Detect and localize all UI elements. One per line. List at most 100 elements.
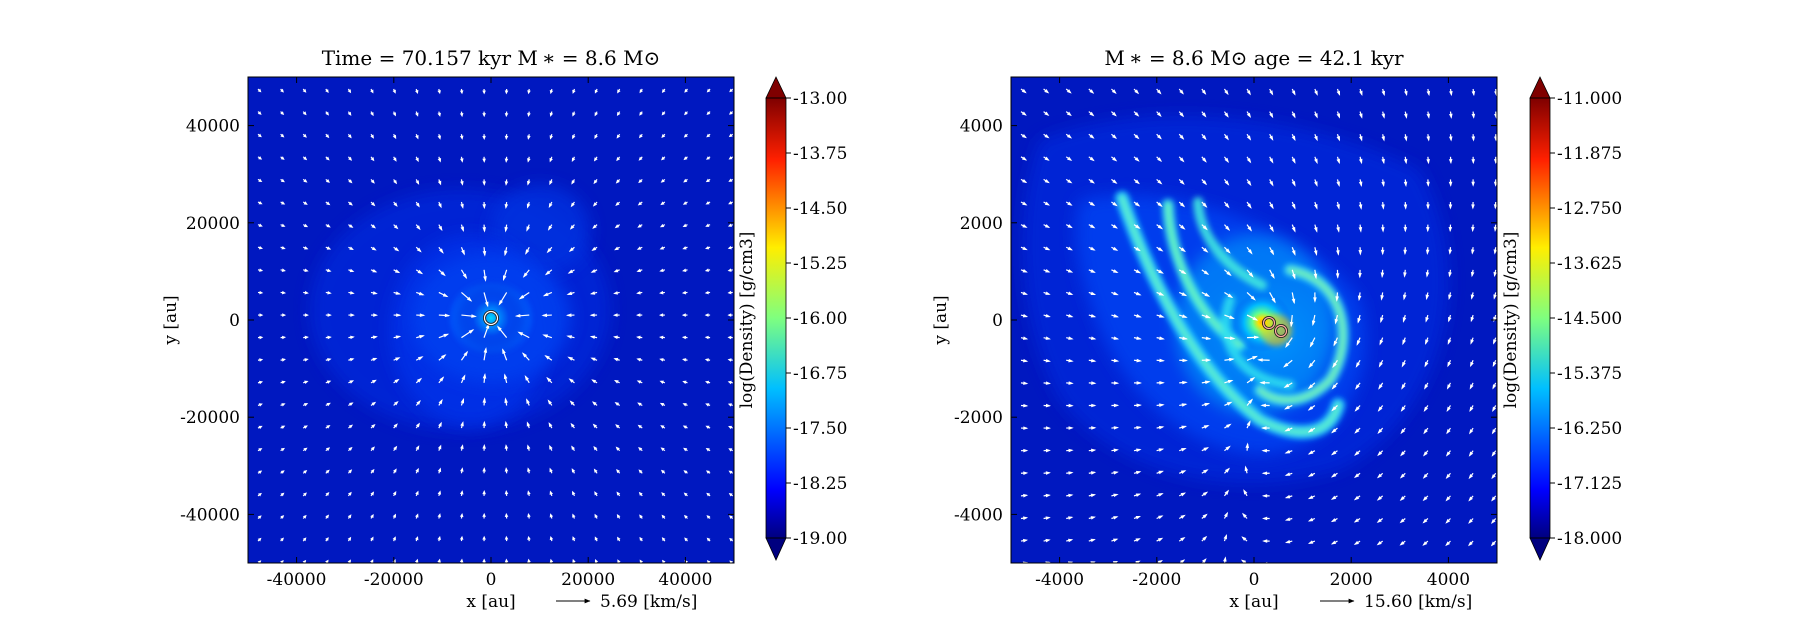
velocity-arrow-head	[706, 515, 711, 519]
velocity-arrow-head	[684, 537, 688, 542]
velocity-arrow-head	[1225, 225, 1231, 232]
velocity-arrow-head	[1135, 291, 1142, 296]
velocity-arrow-head	[1068, 358, 1074, 363]
velocity-arrow-head	[591, 379, 597, 384]
velocity-arrow-head	[1426, 204, 1430, 210]
x-axis-label-left: x [au]	[466, 592, 515, 612]
velocity-arrow-head	[1378, 361, 1383, 368]
velocity-arrow-head	[392, 513, 396, 518]
velocity-arrow-head	[1157, 134, 1162, 140]
velocity-arrow-head	[1381, 204, 1385, 210]
x-tick-label: -4000	[1035, 570, 1084, 590]
velocity-arrow-head	[349, 402, 354, 407]
velocity-arrow-head	[705, 470, 710, 474]
velocity-arrow-head	[392, 134, 397, 140]
velocity-arrow-head	[638, 491, 643, 496]
velocity-arrow-head	[1246, 157, 1252, 164]
velocity-arrow-head	[1044, 111, 1050, 116]
velocity-arrow-head	[1229, 336, 1236, 340]
velocity-arrow-head	[1401, 384, 1406, 390]
velocity-arrow-head	[1090, 471, 1097, 475]
velocity-arrow-head	[1424, 361, 1429, 368]
velocity-arrow	[1286, 564, 1292, 565]
velocity-arrow-head	[544, 355, 550, 360]
velocity-arrow-head	[437, 558, 441, 563]
velocity-arrow-head	[1468, 474, 1474, 480]
velocity-arrow-head	[257, 88, 262, 93]
velocity-arrow-head	[303, 469, 308, 474]
velocity-arrow-head	[1494, 136, 1497, 142]
velocity-arrow-head	[370, 491, 375, 496]
velocity-arrow-head	[373, 313, 379, 317]
velocity-arrow-head	[549, 444, 553, 450]
velocity-arrow-head	[572, 490, 576, 496]
velocity-arrow-head	[1243, 489, 1248, 495]
velocity-arrow-head	[1494, 91, 1497, 97]
velocity-arrow-head	[1179, 89, 1184, 95]
velocity-arrow-head	[548, 203, 553, 208]
velocity-arrow-head	[1205, 358, 1212, 362]
velocity-arrow-head	[593, 157, 598, 162]
velocity-arrow-head	[1113, 493, 1119, 498]
velocity-arrow-head	[1314, 113, 1318, 119]
velocity-arrow-head	[1492, 384, 1497, 390]
velocity-arrow-head	[571, 157, 576, 162]
velocity-arrow-head	[1358, 272, 1362, 279]
velocity-arrow-head	[1336, 90, 1341, 96]
velocity-arrow-head	[1262, 516, 1268, 521]
velocity-arrow-head	[1045, 358, 1051, 363]
velocity-arrow-head	[1068, 538, 1074, 543]
velocity-arrow-head	[636, 268, 642, 273]
velocity-arrow-head	[1244, 465, 1249, 472]
velocity-arrow-head	[547, 225, 553, 231]
velocity-arrow-head	[1492, 406, 1497, 412]
colorbar-tick-label: -15.375	[1557, 364, 1622, 384]
velocity-arrow-head	[259, 335, 264, 340]
velocity-arrow-head	[258, 223, 263, 227]
velocity-arrow-head	[504, 203, 509, 210]
velocity-field-right	[1020, 88, 1497, 568]
velocity-arrow-head	[1307, 540, 1314, 544]
velocity-arrow-head	[1203, 425, 1210, 429]
velocity-arrow-head	[1377, 428, 1383, 434]
velocity-arrow-head	[572, 558, 576, 563]
velocity-arrow-head	[482, 113, 486, 118]
velocity-arrow-head	[1426, 181, 1430, 187]
velocity-arrow-head	[304, 246, 309, 250]
velocity-arrow-head	[524, 375, 529, 381]
velocity-arrow-head	[594, 112, 598, 117]
velocity-arrow-head	[1182, 380, 1188, 385]
velocity-arrow-head	[660, 425, 665, 429]
velocity-arrow-head	[415, 490, 419, 496]
velocity-arrow-head	[1313, 227, 1318, 233]
velocity-arrow-head	[682, 380, 687, 385]
velocity-arrow-head	[504, 226, 509, 233]
velocity-arrow-head	[1022, 179, 1028, 184]
velocity-arrow-head	[638, 156, 643, 161]
velocity-arrow-head	[526, 398, 530, 404]
velocity-arrow-head	[1291, 250, 1296, 256]
velocity-arrow-head	[541, 313, 548, 318]
velocity-arrow-head	[348, 446, 353, 451]
velocity-arrow-head	[349, 380, 355, 384]
velocity-arrow-head	[1068, 471, 1074, 475]
velocity-arrow-head	[1224, 489, 1230, 495]
velocity-arrow-head	[1468, 541, 1473, 547]
sink-left	[483, 310, 499, 326]
velocity-arrow-head	[257, 560, 262, 563]
x-ticks-right: -4000 -2000 0 2000 4000	[1035, 77, 1470, 590]
velocity-arrow-head	[1224, 112, 1229, 118]
velocity-arrow-head	[1358, 158, 1363, 165]
velocity-arrow-head	[1248, 272, 1254, 278]
velocity-arrow-head	[1399, 564, 1404, 568]
velocity-arrow-head	[683, 156, 688, 161]
velocity-arrow-head	[1135, 224, 1141, 229]
velocity-arrow-head	[504, 444, 509, 449]
velocity-arrow-head	[1089, 179, 1095, 184]
velocity-arrow-head	[1202, 535, 1208, 541]
velocity-arrow-head	[1259, 380, 1265, 385]
velocity-arrow-head	[258, 156, 263, 160]
velocity-arrow-head	[442, 293, 449, 298]
velocity-arrow-head	[1357, 295, 1362, 302]
velocity-arrow-head	[1400, 406, 1406, 412]
